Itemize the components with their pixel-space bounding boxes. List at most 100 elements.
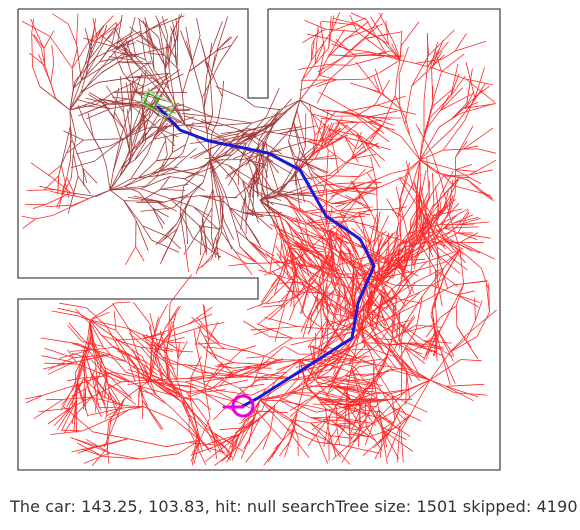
tree-edge	[307, 318, 329, 349]
tree-edge	[365, 71, 381, 80]
tree-edge	[329, 229, 348, 248]
tree-edge	[238, 122, 253, 135]
tree-edge	[196, 364, 232, 374]
tree-edge	[148, 91, 164, 108]
tree-edge	[105, 85, 124, 113]
tree-edge	[124, 379, 151, 400]
tree-edge	[72, 61, 101, 89]
tree-edge	[466, 309, 497, 335]
tree-edge	[235, 417, 255, 434]
tree-edge	[193, 412, 207, 429]
tree-edge	[87, 15, 114, 44]
tree-edge	[374, 79, 391, 105]
tree-edge	[140, 176, 170, 190]
tree-edge	[405, 372, 407, 406]
tree-edge	[57, 175, 60, 196]
tree-edge	[137, 385, 176, 397]
tree-edge	[164, 35, 168, 71]
tree-edge	[371, 309, 386, 327]
tree-edge	[318, 57, 329, 76]
tree-edge	[172, 147, 197, 170]
tree-edge	[211, 189, 214, 208]
tree-edge	[148, 73, 169, 108]
tree-edge	[203, 144, 222, 168]
tree-edge	[228, 164, 263, 186]
tree-edge	[416, 159, 421, 199]
tree-edge	[364, 302, 383, 319]
tree-edge	[88, 92, 109, 104]
tree-edge	[429, 41, 439, 69]
tree-edge	[165, 350, 171, 381]
tree-edge	[219, 390, 252, 396]
tree-edge	[288, 304, 296, 321]
tree-edge	[369, 425, 401, 438]
tree-edge	[113, 83, 133, 93]
tree-edge	[324, 291, 337, 312]
tree-edge	[193, 329, 197, 345]
tree-edge	[112, 398, 125, 428]
tree-edge	[113, 111, 125, 130]
tree-edge	[377, 414, 411, 437]
tree-edge	[454, 40, 487, 52]
tree-edge	[399, 171, 410, 201]
tree-edge	[366, 303, 386, 308]
tree-edge	[189, 377, 229, 379]
tree-edge	[373, 211, 381, 247]
tree-edge	[193, 138, 229, 160]
tree-edge	[106, 407, 124, 416]
tree-edge	[160, 175, 171, 190]
tree-edge	[435, 171, 468, 181]
tree-edge	[426, 284, 455, 301]
tree-edge	[152, 166, 179, 174]
tree-edge	[42, 383, 79, 396]
tree-edge	[278, 212, 309, 224]
tree-edge	[337, 271, 353, 279]
tree-edge	[373, 360, 379, 375]
tree-edge	[341, 357, 374, 365]
tree-edge	[198, 225, 221, 258]
tree-edge	[209, 159, 226, 194]
tree-edge	[313, 332, 317, 366]
tree-edge	[453, 214, 474, 224]
tree-edge	[159, 330, 167, 351]
tree-edge	[367, 123, 384, 146]
car-icon	[140, 89, 176, 119]
tree-edge	[371, 314, 374, 331]
tree-edge	[314, 196, 340, 213]
tree-edge	[38, 407, 71, 412]
tree-edge	[409, 261, 428, 279]
tree-edge	[329, 128, 362, 138]
tree-edge	[254, 399, 261, 419]
tree-edge	[94, 138, 124, 162]
tree-edge	[473, 82, 486, 102]
tree-edge	[72, 135, 77, 154]
tree-edge	[479, 190, 494, 202]
tree-edge	[199, 225, 220, 230]
tree-edge	[426, 35, 429, 56]
tree-edge	[455, 305, 458, 327]
tree-edge	[348, 406, 351, 447]
tree-edge	[298, 264, 323, 280]
tree-edge	[181, 112, 213, 118]
tree-edge	[223, 220, 235, 240]
tree-edge	[151, 359, 169, 381]
tree-edge	[210, 236, 217, 258]
tree-edge	[61, 383, 78, 406]
tree-edge	[175, 17, 178, 37]
tree-edge	[405, 367, 431, 381]
tree-edge	[106, 418, 112, 449]
tree-edge	[204, 154, 232, 160]
tree-edge	[403, 342, 437, 353]
tree-edge	[84, 44, 101, 65]
tree-edge	[108, 409, 130, 423]
tree-edge	[311, 225, 337, 239]
tree-edge	[431, 39, 444, 69]
simulation-canvas[interactable]	[0, 0, 580, 490]
tree-edge	[290, 392, 326, 399]
tree-edge	[320, 117, 360, 123]
tree-edge	[127, 369, 145, 376]
tree-edge	[267, 273, 296, 303]
tree-edge	[72, 64, 86, 89]
tree-edge	[66, 376, 85, 413]
tree-edge	[373, 279, 381, 294]
